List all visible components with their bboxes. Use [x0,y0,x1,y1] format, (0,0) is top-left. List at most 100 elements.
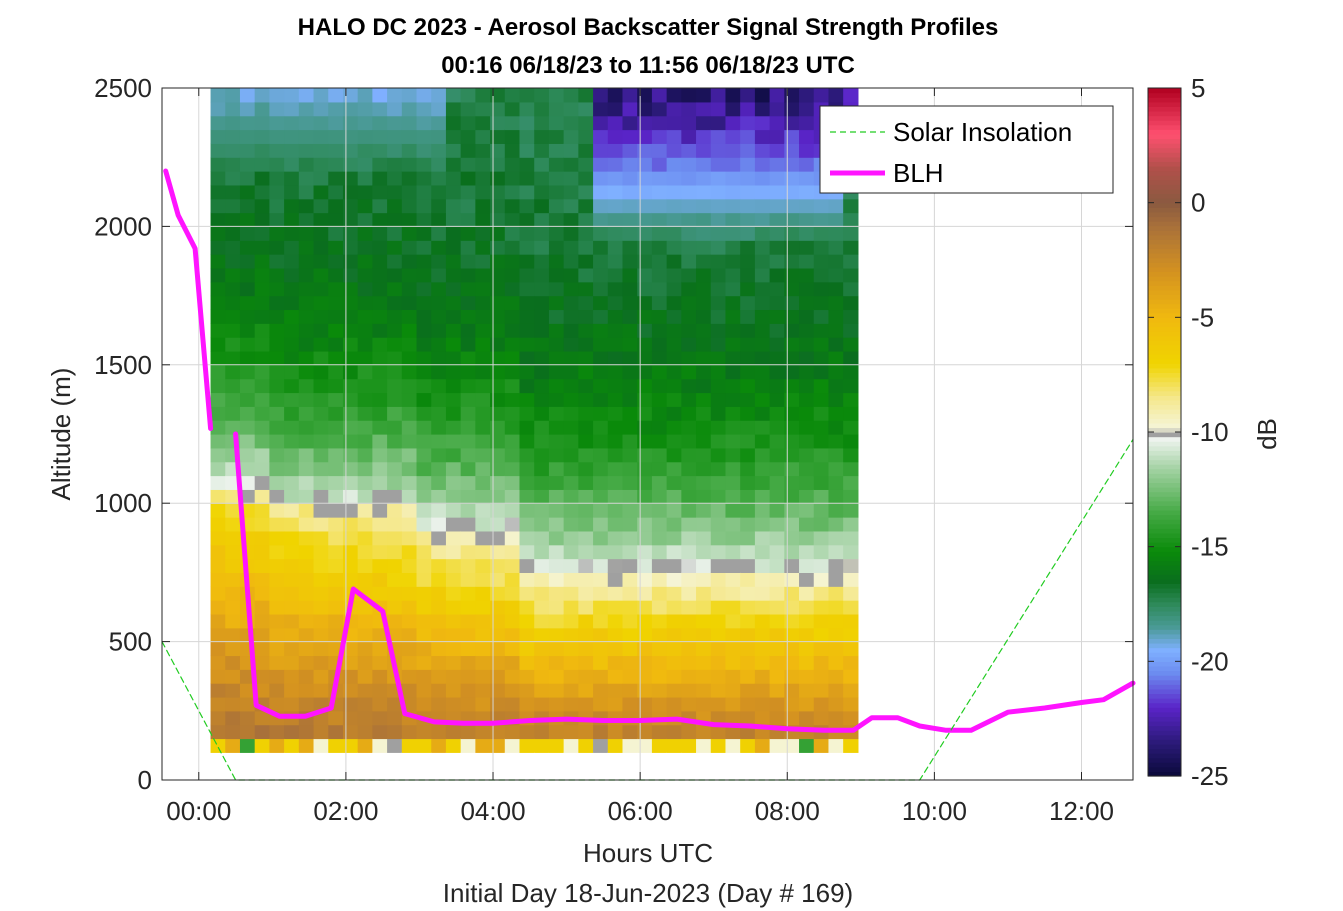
heatmap-cell [431,337,447,352]
heatmap-cell [828,572,844,587]
heatmap-cell [563,517,579,532]
heatmap-cell [784,129,800,144]
heatmap-cell [225,309,241,324]
heatmap-cell [593,309,609,324]
colorbar-band [1148,647,1181,653]
heatmap-cell [563,281,579,297]
heatmap-cell [254,88,270,103]
heatmap-cell [284,392,300,407]
heatmap-cell [534,586,550,601]
heatmap-cell [431,157,447,172]
heatmap-cell [387,724,403,740]
heatmap-cell [622,184,638,200]
heatmap-cell [563,544,579,560]
heatmap-cell [696,613,712,629]
heatmap-cell [504,752,521,767]
heatmap-cell [548,337,565,352]
heatmap-cell [740,226,756,241]
heatmap-cell [298,503,315,518]
heatmap-cell [607,572,624,587]
heatmap-cell [710,447,727,463]
heatmap-cell [784,240,800,255]
colorbar-band [1148,243,1181,250]
heatmap-cell [666,544,682,560]
heatmap-cell [475,683,491,698]
heatmap-cell [284,115,300,131]
heatmap-cell [387,115,403,131]
heatmap-cell [563,240,579,255]
heatmap-cell [475,295,491,311]
heatmap-cell [740,254,756,269]
heatmap-cell [460,627,476,643]
heatmap-cell [784,295,800,311]
heatmap-cell [666,461,682,477]
heatmap-cell [298,558,315,573]
heatmap-cell [431,641,447,657]
heatmap-cell [754,392,771,407]
heatmap-cell [210,447,226,463]
heatmap-cell [637,295,653,311]
heatmap-cell [681,696,697,712]
heatmap-cell [416,392,432,407]
heatmap-cell [401,364,418,380]
heatmap-cell [593,613,609,629]
heatmap-cell [843,212,859,227]
heatmap-cell [504,295,521,311]
heatmap-cell [784,461,800,477]
heatmap-cell [769,115,785,131]
heatmap-cell [519,613,535,629]
heatmap-cell [637,517,653,532]
heatmap-cell [651,88,668,103]
heatmap-cell [622,558,638,573]
heatmap-cell [490,530,506,546]
heatmap-cell [504,461,521,477]
heatmap-cell [416,724,432,740]
colorbar-band [1148,473,1181,479]
heatmap-cell [593,88,609,103]
heatmap-cell [666,683,682,698]
heatmap-cell [431,350,447,366]
heatmap-cell [651,143,668,158]
heatmap-cell [681,641,697,657]
heatmap-cell [740,696,756,712]
heatmap-cell [269,157,285,172]
heatmap-cell [431,600,447,615]
heatmap-cell [210,226,226,241]
x-tick-label: 10:00 [902,796,967,826]
heatmap-cell [696,572,712,587]
colorbar-band [1148,308,1181,314]
heatmap-cell [725,281,741,297]
heatmap-cell [828,586,844,601]
colorbar-band [1148,248,1181,254]
heatmap-cell [210,600,226,615]
colorbar-band [1148,207,1181,213]
heatmap-cell [298,226,315,241]
heatmap-cell [225,600,241,615]
heatmap-cell [445,586,462,601]
heatmap-cell [490,88,506,103]
heatmap-cell [490,434,506,449]
heatmap-cell [769,143,785,158]
heatmap-cell [254,613,270,629]
heatmap-cell [534,129,550,144]
heatmap-cell [284,461,300,477]
heatmap-cell [210,143,226,158]
heatmap-cell [813,586,830,601]
heatmap-cell [445,613,462,629]
colorbar-band [1148,528,1181,534]
heatmap-cell [696,738,712,753]
heatmap-cell [445,323,462,338]
heatmap-cell [534,461,550,477]
heatmap-cell [445,350,462,366]
heatmap-cell [563,586,579,601]
heatmap-cell [784,267,800,283]
heatmap-cell [740,101,756,117]
heatmap-cell [534,752,550,767]
heatmap-cell [475,184,491,200]
heatmap-cell [681,364,697,380]
heatmap-cell [401,309,418,324]
heatmap-cell [563,378,579,394]
heatmap-cell [284,724,300,740]
heatmap-cell [445,157,462,172]
heatmap-cell [254,572,270,587]
